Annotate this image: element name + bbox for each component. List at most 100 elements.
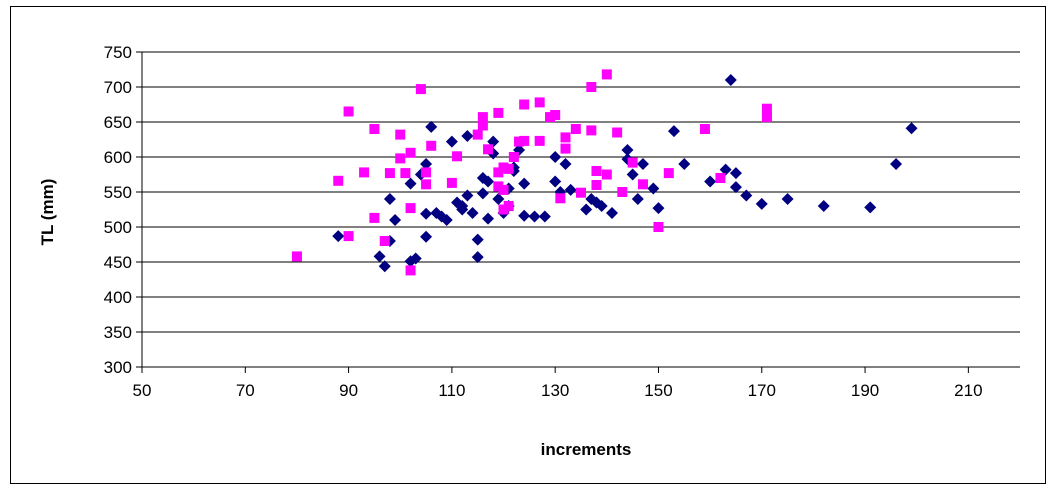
- point-square-47: [586, 125, 597, 136]
- point-square-39: [545, 112, 556, 123]
- point-diamond-61: [678, 158, 691, 170]
- point-diamond-40: [518, 209, 531, 222]
- point-square-45: [576, 187, 586, 198]
- y-tick-label-700: 700: [104, 78, 132, 97]
- point-diamond-6: [404, 177, 417, 190]
- point-diamond-62: [704, 175, 717, 188]
- point-diamond-67: [740, 189, 753, 202]
- point-diamond-8: [409, 252, 422, 265]
- point-diamond-60: [667, 125, 680, 138]
- point-square-15: [415, 84, 426, 95]
- x-tick-label-150: 150: [644, 381, 672, 400]
- point-diamond-68: [755, 197, 768, 210]
- point-diamond-16: [440, 214, 453, 226]
- y-tick-label-550: 550: [104, 183, 132, 202]
- point-diamond-72: [890, 158, 903, 170]
- point-square-49: [591, 180, 602, 190]
- point-square-37: [534, 97, 545, 108]
- x-tick-label-90: 90: [339, 381, 358, 400]
- point-square-43: [560, 143, 571, 154]
- x-tick-label-50: 50: [133, 381, 152, 400]
- point-diamond-55: [626, 168, 639, 181]
- y-tick-label-300: 300: [104, 358, 132, 377]
- point-square-46: [586, 82, 597, 92]
- x-tick-label-170: 170: [748, 381, 776, 400]
- point-diamond-41: [528, 210, 541, 223]
- point-square-31: [503, 163, 514, 174]
- point-diamond-64: [724, 74, 737, 86]
- point-diamond-73: [905, 122, 918, 135]
- point-square-19: [446, 177, 457, 188]
- point-square-23: [477, 120, 488, 131]
- point-square-8: [384, 168, 395, 179]
- data-points: [291, 69, 918, 276]
- point-diamond-29: [482, 175, 495, 188]
- point-square-40: [550, 110, 561, 120]
- point-diamond-3: [383, 193, 396, 205]
- x-tick-label-70: 70: [236, 381, 255, 400]
- point-square-29: [498, 204, 509, 215]
- point-square-42: [560, 132, 571, 143]
- x-tick-label-130: 130: [541, 381, 569, 400]
- point-square-7: [379, 236, 390, 246]
- point-diamond-25: [471, 251, 484, 264]
- point-diamond-59: [652, 202, 665, 215]
- point-diamond-66: [729, 181, 742, 194]
- point-diamond-10: [420, 158, 433, 170]
- point-square-12: [405, 203, 416, 214]
- point-diamond-42: [538, 210, 551, 223]
- point-diamond-58: [647, 182, 660, 195]
- point-diamond-63: [719, 163, 732, 176]
- point-square-11: [400, 168, 411, 179]
- point-square-16: [421, 167, 432, 178]
- y-tick-label-600: 600: [104, 148, 132, 167]
- x-axis-title: increments: [541, 440, 632, 459]
- point-square-59: [715, 173, 726, 183]
- point-square-33: [508, 152, 519, 162]
- y-tick-label-450: 450: [104, 253, 132, 272]
- point-diamond-46: [559, 158, 572, 170]
- point-diamond-70: [817, 200, 830, 212]
- point-diamond-43: [549, 151, 562, 163]
- y-tick-label-650: 650: [104, 113, 132, 132]
- point-diamond-12: [420, 207, 433, 220]
- x-tick-label-110: 110: [438, 381, 465, 400]
- y-tick-label-750: 750: [104, 43, 132, 62]
- tick-labels: 300 350 400 450 500 550 600 650 700 750 50 70 90 110 1…: [104, 43, 983, 400]
- point-diamond-39: [518, 177, 531, 190]
- point-diamond-71: [864, 201, 877, 214]
- point-square-2: [343, 231, 354, 242]
- axes: [136, 51, 1020, 373]
- y-tick-label-500: 500: [104, 218, 132, 237]
- point-square-28: [498, 162, 509, 173]
- point-diamond-44: [549, 175, 562, 188]
- point-square-30: [498, 184, 509, 195]
- point-square-36: [519, 135, 530, 146]
- point-square-52: [612, 127, 623, 138]
- point-diamond-5: [389, 214, 402, 226]
- point-square-48: [591, 166, 602, 176]
- point-square-44: [570, 124, 581, 134]
- point-square-20: [452, 151, 463, 162]
- point-square-26: [493, 167, 504, 178]
- point-diamond-52: [605, 207, 618, 219]
- point-square-3: [343, 106, 354, 117]
- point-square-38: [534, 135, 545, 146]
- point-diamond-22: [461, 189, 474, 202]
- grid-lines: [142, 51, 1020, 333]
- point-diamond-51: [595, 200, 608, 212]
- point-square-51: [601, 169, 612, 180]
- point-square-56: [653, 222, 664, 232]
- point-diamond-48: [580, 203, 593, 216]
- x-tick-label-210: 210: [954, 381, 982, 400]
- point-square-5: [369, 124, 380, 134]
- point-square-6: [369, 212, 380, 223]
- point-diamond-0: [332, 230, 345, 243]
- point-square-61: [761, 112, 772, 123]
- point-square-58: [699, 124, 710, 134]
- point-diamond-2: [378, 260, 391, 273]
- point-square-57: [663, 168, 674, 179]
- point-diamond-65: [729, 167, 742, 180]
- point-square-18: [426, 140, 437, 151]
